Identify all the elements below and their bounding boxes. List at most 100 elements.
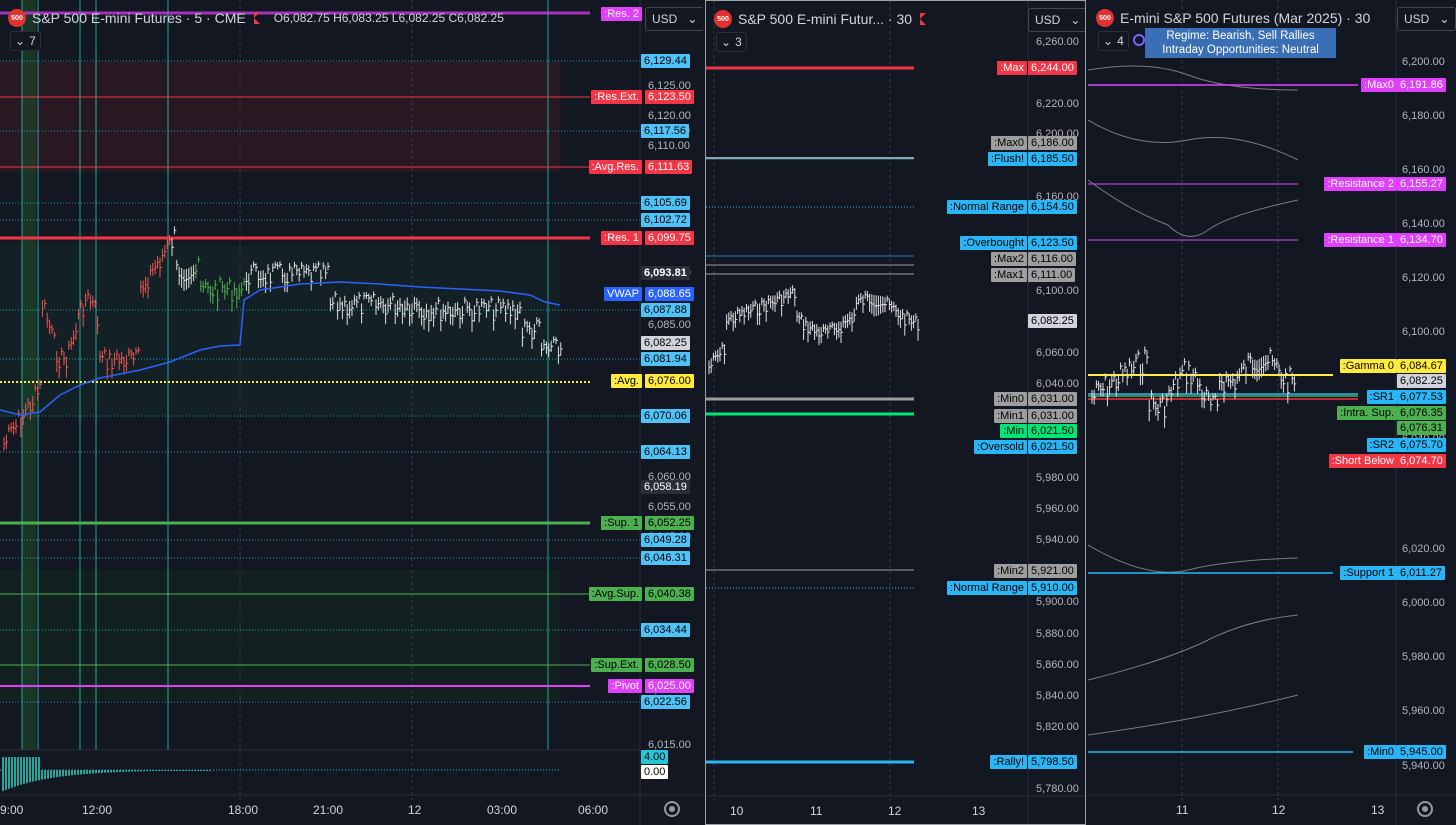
cyan-price-tag: 6,105.69 [641,196,690,210]
level-value: 6,185.50 [1028,152,1077,166]
indicators-toggle[interactable]: ⌄ 4 [1098,31,1129,51]
cyan-price-tag: 6,022.56 [641,695,690,709]
level-label: :Avg.Res. [588,160,642,174]
oscillator-value: 4.00 [641,750,669,764]
symbol-header[interactable]: 500 E-mini S&P 500 Futures (Mar 2025) · … [1096,8,1370,28]
oscillator-bar [47,770,49,779]
oscillator-bar [209,770,211,771]
price-axis-label: 5,940.00 [1402,760,1445,772]
settings-gear-icon[interactable] [1417,801,1433,817]
price-axis-label: 6,120.00 [648,110,691,122]
level-label: :Short Below [1328,454,1397,468]
chart-canvas-5min[interactable] [0,0,703,825]
level-value: 6,111.63 [645,160,693,174]
chart-pane-5min[interactable]: 500 S&P 500 E-mini Futures · 5 · CME O6,… [0,0,703,825]
oscillator-bar [2,770,4,792]
oscillator-bar [140,770,142,772]
indicators-toggle[interactable]: ⌄ 7 [10,31,41,51]
oscillator-bar [128,770,130,772]
price-tag-dark: 6,093.81 [641,266,690,280]
price-axis-label: 6,180.00 [1402,110,1445,122]
chevron-down-icon: ⌄ [1070,13,1081,27]
symbol-title[interactable]: E-mini S&P 500 Futures (Mar 2025) · 30 [1120,10,1371,26]
oscillator-bar [80,770,82,775]
level-value: 5,921.00 [1028,564,1077,578]
current-price-tag: 6,082.25 [641,336,690,350]
price-axis-label: 6,110.00 [648,140,691,152]
level-label: :Res.Ext. [591,90,642,104]
symbol-header[interactable]: 500 S&P 500 E-mini Futures · 5 · CME O6,… [8,8,504,28]
price-axis-label: 5,840.00 [1036,690,1079,702]
currency-select[interactable]: USD ⌄ [1397,7,1456,31]
level-label: :Avg.Sup. [588,587,642,601]
chart-pane-mar2025[interactable]: 500 E-mini S&P 500 Futures (Mar 2025) · … [1088,0,1456,825]
symbol-header[interactable]: 500 S&P 500 E-mini Futur... · 30 [714,9,927,29]
oscillator-bar [197,770,199,771]
oscillator-bar [161,770,163,771]
oscillator-bar [20,770,22,785]
level-value: 6,186.00 [1028,136,1077,150]
level-label: :Res. 2 [601,7,642,21]
chart-canvas-mar2025[interactable] [1088,0,1456,825]
level-value: 5,910.00 [1028,581,1077,595]
time-axis-label: 12 [408,803,422,817]
level-value: 6,116.00 [1028,252,1077,266]
chevron-down-icon: ⌄ [721,35,732,49]
level-value: 6,123.50 [645,90,694,104]
level-label: :Flush! [987,152,1027,166]
indicators-count: 7 [29,34,36,48]
oscillator-bar [134,770,136,772]
level-value: 6,025.00 [645,679,694,693]
settings-gear-icon[interactable] [664,801,680,817]
price-axis-label: 6,220.00 [1036,98,1079,110]
level-label: :Pivot [608,679,642,693]
price-axis-label: 6,055.00 [648,501,691,513]
eye-icon[interactable] [1133,34,1145,46]
oscillator-bar [5,770,7,790]
price-axis-label: 5,900.00 [1036,596,1079,608]
currency-select[interactable]: USD ⌄ [1028,8,1085,32]
oscillator-bar [59,770,61,777]
indicators-toggle[interactable]: ⌄ 3 [716,32,747,52]
level-value: 6,021.50 [1028,424,1077,438]
currency-select[interactable]: USD ⌄ [645,7,703,31]
ohlc-readout: O6,082.75 H6,083.25 L6,082.25 C6,082.25 [273,11,504,25]
oscillator-bar [176,770,178,771]
time-axis-label: 12 [1272,803,1286,817]
oscillator-bar [137,770,139,772]
level-label: :Normal Range [947,581,1027,595]
level-value: 6,111.00 [1028,268,1076,282]
oscillator-bar [158,770,160,771]
level-value: 6,040.38 [645,587,694,601]
time-axis-label: 13 [1371,803,1385,817]
oscillator-bar [164,770,166,771]
oscillator-bar [125,770,127,772]
price-axis-label: 5,820.00 [1036,721,1079,733]
price-axis-label: 6,200.00 [1402,56,1445,68]
level-value: 6,076.00 [645,374,694,388]
oscillator-bar [200,770,202,771]
flag-icon[interactable] [920,13,927,25]
level-label: :Max2 [991,252,1027,266]
oscillator-bar [143,770,145,772]
level-label: :Max0 [991,136,1027,150]
oscillator-bar [8,770,10,789]
level-label: :Min2 [994,564,1027,578]
cyan-price-tag: 6,064.13 [641,445,690,459]
symbol-title[interactable]: S&P 500 E-mini Futur... · 30 [738,11,913,27]
oscillator-bar [92,770,94,774]
symbol-title[interactable]: S&P 500 E-mini Futures · 5 · CME [32,10,246,26]
oscillator-bar [167,770,169,771]
cyan-price-tag: 6,102.72 [641,213,690,227]
oscillator-bar [32,770,34,782]
oscillator-bar [110,770,112,773]
price-axis-label: 6,085.00 [648,319,691,331]
level-label: :Rally! [990,755,1027,769]
level-label: :Min1 [994,409,1027,423]
chart-pane-30min[interactable]: 500 S&P 500 E-mini Futur... · 30 ⌄ 3 USD… [705,0,1086,825]
level-label: :SR2 [1366,438,1397,452]
price-axis-label: 6,000.00 [1402,597,1445,609]
level-value: 6,021.50 [1028,440,1077,454]
flag-icon[interactable] [253,12,260,24]
price-axis-label: 5,960.00 [1036,503,1079,515]
